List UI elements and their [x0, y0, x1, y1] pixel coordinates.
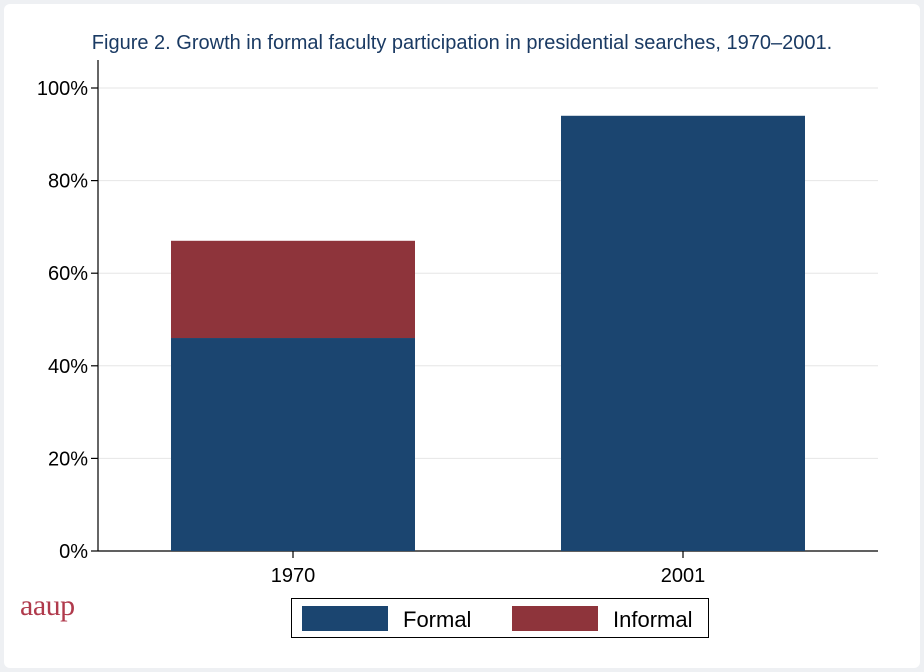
x-tick-label-1970: 1970	[271, 565, 316, 587]
aaup-logo: aaup	[20, 589, 75, 622]
legend-label-formal: Formal	[403, 607, 472, 632]
legend-swatch-formal	[302, 606, 388, 631]
legend-swatch-informal	[512, 606, 598, 631]
y-tick-label-0: 0%	[59, 541, 88, 563]
y-tick-label-3: 60%	[48, 263, 88, 285]
bar-formal-1970	[171, 338, 415, 551]
legend-label-informal: Informal	[613, 607, 693, 632]
bar-formal-2001	[561, 115, 805, 551]
y-tick-label-4: 80%	[48, 171, 88, 193]
chart-title: Figure 2. Growth in formal faculty parti…	[91, 32, 833, 54]
y-tick-label-1: 20%	[48, 448, 88, 470]
y-tick-label-2: 40%	[48, 356, 88, 378]
chart-legend: Formal Informal	[291, 598, 709, 638]
x-tick-label-2001: 2001	[661, 565, 706, 587]
bar-informal-1970	[171, 240, 415, 339]
y-tick-label-5: 100%	[37, 78, 88, 100]
